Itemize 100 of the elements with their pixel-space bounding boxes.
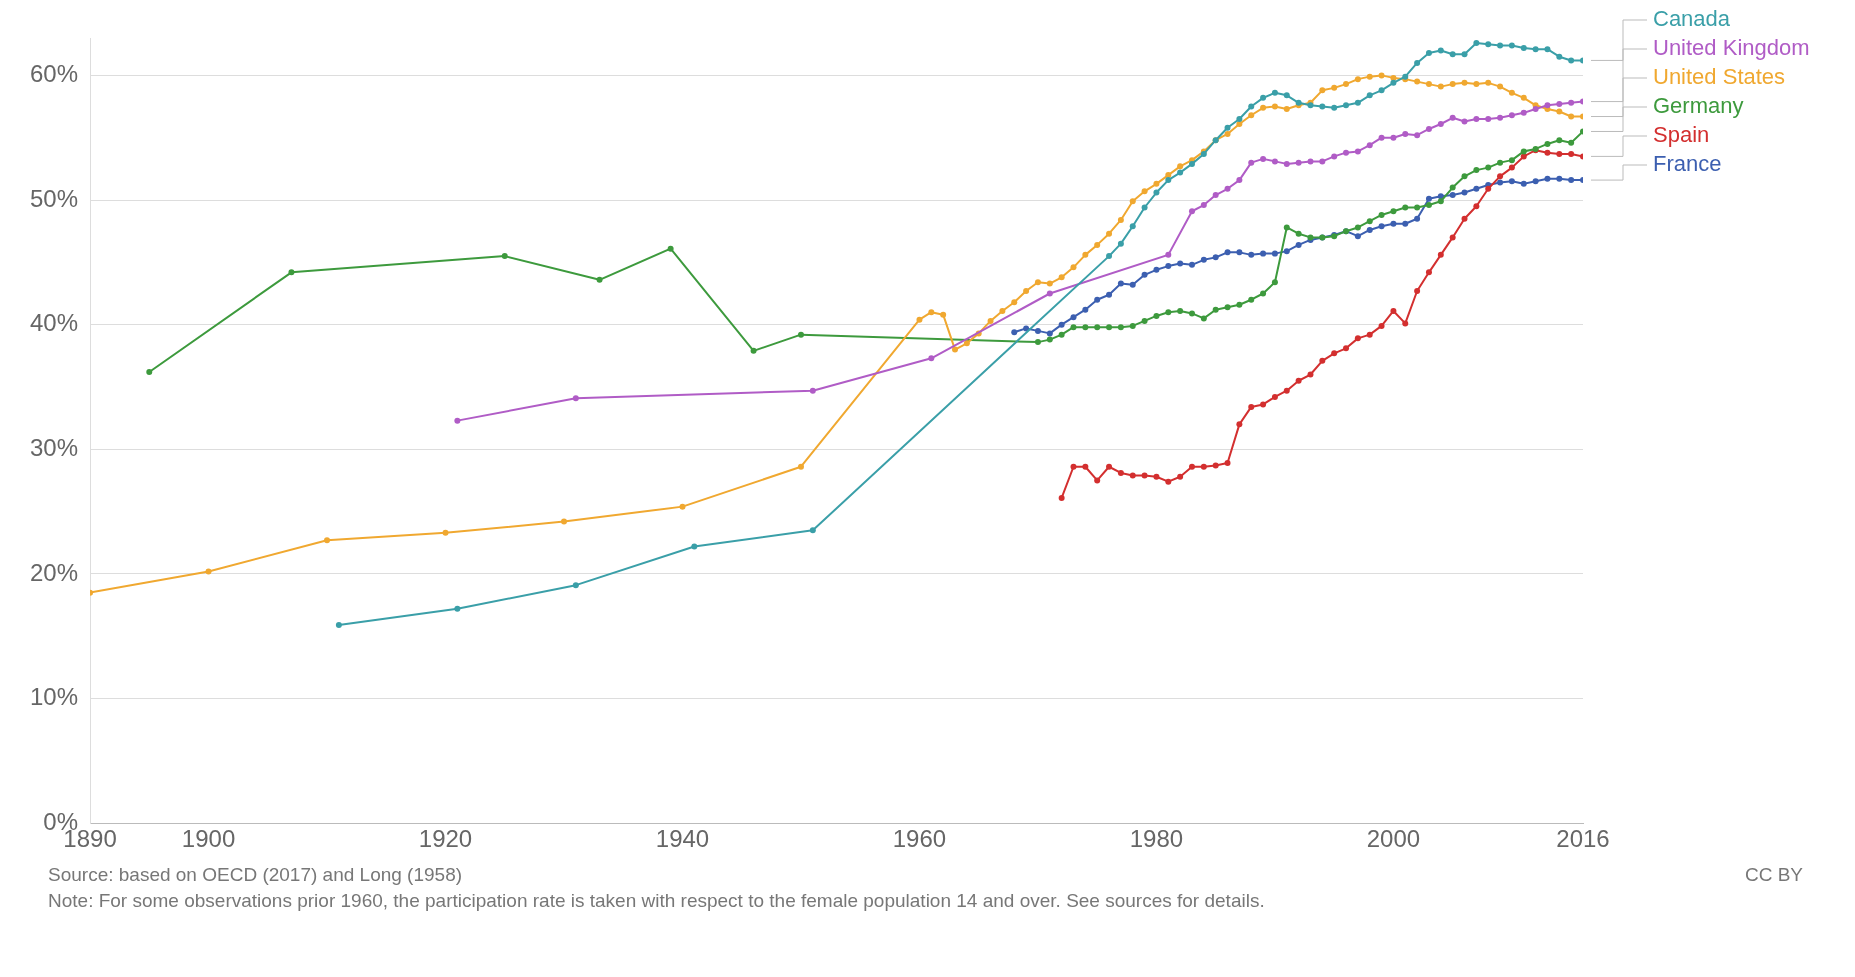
point [1058, 331, 1065, 338]
point [1295, 230, 1302, 237]
point [1425, 269, 1432, 276]
point [1200, 315, 1207, 322]
y-tick-label: 50% [29, 184, 79, 212]
point [1461, 189, 1468, 196]
point [1094, 324, 1101, 331]
point [1106, 253, 1113, 260]
point [572, 395, 579, 402]
point [1236, 421, 1243, 428]
point [1129, 322, 1136, 329]
point [1520, 109, 1527, 116]
point [1283, 224, 1290, 231]
point [1473, 185, 1480, 192]
point [1046, 330, 1053, 337]
point [596, 276, 603, 283]
point [1117, 324, 1124, 331]
x-tick-label: 1920 [418, 825, 473, 853]
point [1248, 296, 1255, 303]
point [1449, 234, 1456, 241]
text: United Kingdom [1653, 35, 1810, 61]
text: Canada [1653, 6, 1731, 32]
point [1390, 79, 1397, 86]
text: Spain [1653, 122, 1710, 148]
point [1508, 164, 1515, 171]
point [1177, 473, 1184, 480]
point [1366, 331, 1373, 338]
y-tick-label: 40% [29, 309, 79, 337]
point [1437, 121, 1444, 127]
y-tick-label: 60% [29, 60, 79, 88]
point [1343, 345, 1350, 352]
point [335, 622, 342, 629]
point [1260, 94, 1267, 101]
point [1556, 53, 1563, 60]
point [1508, 112, 1515, 119]
point [1402, 204, 1409, 211]
point [1414, 132, 1421, 139]
point [1212, 306, 1219, 313]
point [1390, 208, 1397, 215]
point [1520, 180, 1527, 187]
point [1414, 59, 1421, 66]
point [809, 527, 816, 534]
point [1556, 137, 1563, 144]
point [1283, 248, 1290, 255]
point [1011, 329, 1018, 336]
point [1449, 184, 1456, 191]
point [1568, 139, 1575, 146]
point [1390, 307, 1397, 314]
point [1260, 401, 1267, 408]
y-tick-label: 30% [29, 433, 79, 461]
point [1153, 312, 1160, 319]
point [1449, 51, 1456, 58]
point [1058, 494, 1065, 501]
point [1224, 304, 1231, 311]
point [1046, 290, 1053, 297]
point [1354, 335, 1361, 342]
point [1544, 149, 1551, 156]
point [1366, 226, 1373, 233]
point [1307, 158, 1314, 165]
point [1461, 215, 1468, 222]
point [667, 245, 674, 252]
point [1568, 57, 1575, 64]
point [928, 355, 935, 362]
point [1378, 87, 1385, 94]
point [1236, 177, 1243, 184]
point [1402, 220, 1409, 227]
point [1153, 266, 1160, 273]
point [1556, 175, 1563, 182]
point [1473, 39, 1480, 46]
point [1165, 263, 1172, 270]
text: Note: For some observations prior 1960, the participation rate is taken with respect to the female population 14 and over. See sources for details. [48, 889, 1265, 913]
point [1212, 192, 1219, 199]
point [1497, 173, 1504, 180]
point [1461, 51, 1468, 58]
x-tick-label: 2000 [1366, 825, 1421, 853]
point [1117, 469, 1124, 476]
source-note: Source: based on OECD (2017) and Long (1958) [48, 863, 464, 887]
point [1520, 153, 1527, 160]
point [1437, 198, 1444, 205]
point [1165, 177, 1172, 184]
point [1568, 177, 1575, 184]
point [1520, 148, 1527, 155]
point [1141, 472, 1148, 479]
point [1366, 92, 1373, 99]
point [1366, 142, 1373, 149]
point [1414, 288, 1421, 295]
point [1212, 462, 1219, 469]
point [1378, 322, 1385, 329]
point [1378, 134, 1385, 141]
point [809, 387, 816, 394]
point [1319, 103, 1326, 110]
point [1366, 218, 1373, 225]
x-tick-label: 1960 [892, 825, 947, 853]
point [1224, 460, 1231, 467]
point [1094, 296, 1101, 303]
point [1200, 202, 1207, 209]
point [1497, 159, 1504, 166]
point [146, 369, 153, 376]
point [1153, 473, 1160, 480]
y-tick-label: 10% [29, 683, 79, 711]
